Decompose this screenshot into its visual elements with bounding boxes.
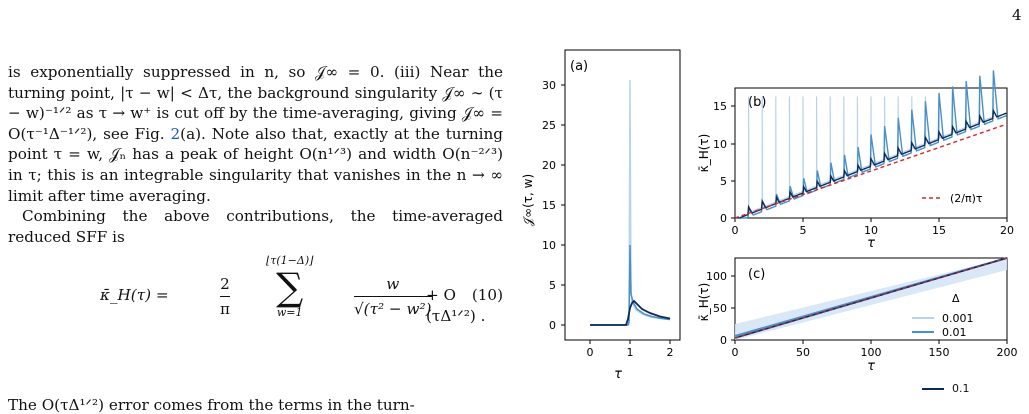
panel-b-legend: (2/π)τ xyxy=(922,192,983,205)
panel-a-ytick-30: 30 xyxy=(542,79,556,92)
panel-c-xtick-0: 0 xyxy=(732,346,739,359)
panel-c-legend-0001: 0.001 xyxy=(942,312,974,325)
prefactor-denominator: π xyxy=(220,300,230,319)
panel-c-xtick-150: 150 xyxy=(929,346,950,359)
panel-c-yticks: 0 50 100 xyxy=(706,270,735,347)
paragraph-2: Combining the above contributions, the t… xyxy=(8,207,503,246)
panel-c-legend-row-3: 0.1 xyxy=(922,382,970,395)
panel-b-ylabel: κ̄_H(τ) xyxy=(697,134,711,173)
panel-c-legend: Δ 0.001 0.01 xyxy=(912,292,974,339)
sum-symbol: ∑ xyxy=(276,265,304,310)
panel-c-legend-001: 0.01 xyxy=(942,326,967,339)
panel-c-xticks: 0 50 100 150 200 xyxy=(732,340,1018,359)
prefactor-fraction-bar xyxy=(220,296,230,298)
equation-error-term: + O (τΔ¹ᐟ²) . xyxy=(426,286,486,325)
sum-upper-limit: ⌊τ(1−Δ)⌋ xyxy=(266,254,314,268)
panel-a-ytick-10: 10 xyxy=(542,239,556,252)
panel-a-ytick-5: 5 xyxy=(549,279,556,292)
panel-a-frame xyxy=(564,49,681,341)
panel-b-curve-delta-001 xyxy=(739,70,1007,219)
panel-c-label: (c) xyxy=(748,267,765,282)
panel-c-xlabel: τ xyxy=(867,359,875,374)
figure-reference-link[interactable]: 2 xyxy=(170,124,181,143)
panel-a-ytick-20: 20 xyxy=(542,159,556,172)
panel-b-ytick-0: 0 xyxy=(720,212,727,225)
panel-b-yticks: 0 5 10 15 xyxy=(713,100,735,225)
panel-b-xtick-20: 20 xyxy=(1000,224,1014,237)
panel-a: (a) 0 5 10 15 20 25 30 0 1 2 τ 𝒥∞(τ, w) xyxy=(521,49,681,382)
legend-swatch-delta-01 xyxy=(922,388,944,390)
panel-b-xtick-5: 5 xyxy=(800,224,807,237)
panel-a-ytick-25: 25 xyxy=(542,119,556,132)
figure-svg: (a) 0 5 10 15 20 25 30 0 1 2 τ 𝒥∞(τ, w) … xyxy=(521,49,1018,382)
panel-c-legend-01: 0.1 xyxy=(952,382,970,395)
panel-a-yticks: 0 5 10 15 20 25 30 xyxy=(542,79,565,332)
panel-b: (b) 0 5 10 15 0 5 10 15 20 τ κ̄_H(τ) (2/… xyxy=(697,70,1014,251)
panel-c-ytick-50: 50 xyxy=(713,302,727,315)
sum-lower-limit: w=1 xyxy=(276,306,303,320)
summand-numerator: w xyxy=(386,275,400,294)
panel-c-ytick-0: 0 xyxy=(720,334,727,347)
panel-b-xlabel: τ xyxy=(867,236,875,251)
page-number: 4 xyxy=(1012,6,1022,24)
equation-prefactor: 2 π xyxy=(220,273,230,320)
body-text: is exponentially suppressed in n, so 𝒥∞ … xyxy=(8,62,503,351)
panel-a-ylabel: 𝒥∞(τ, w) xyxy=(521,174,535,226)
panel-c-xtick-50: 50 xyxy=(796,346,810,359)
paragraph-1-text: is exponentially suppressed in n, so 𝒥∞ … xyxy=(8,63,503,143)
panel-b-legend-label: (2/π)τ xyxy=(950,192,983,205)
prefactor-numerator: 2 xyxy=(220,275,230,294)
panel-a-curve-delta-01 xyxy=(590,299,671,326)
panel-c-ylabel: κ̄_H(τ) xyxy=(697,283,711,322)
summand-denominator: √(τ² − w²) xyxy=(354,300,432,319)
continuing-text-line: The O(τΔ¹ᐟ²) error comes from the terms … xyxy=(8,396,415,414)
panel-b-reference-line xyxy=(734,123,1008,219)
summation: ⌊τ(1−Δ)⌋ ∑ w=1 xyxy=(266,255,313,319)
summand-fraction-bar xyxy=(354,296,432,298)
panel-b-xtick-15: 15 xyxy=(932,224,946,237)
equation-10: κ̄_H(τ) = 2 π ⌊τ(1−Δ)⌋ ∑ w=1 w √(τ² − w²… xyxy=(8,251,503,351)
panel-a-xtick-0: 0 xyxy=(587,346,594,359)
panel-b-ytick-10: 10 xyxy=(713,138,727,151)
panel-c-xtick-200: 200 xyxy=(997,346,1018,359)
panel-c-reference-line xyxy=(734,257,1008,339)
panel-b-label: (b) xyxy=(748,95,766,110)
panel-c: (c) 0 50 100 0 50 100 150 200 τ κ̄_H(τ) … xyxy=(697,257,1018,374)
equation-number: (10) xyxy=(471,286,503,305)
panel-a-xticks: 0 1 2 xyxy=(587,340,674,359)
equation-lhs: κ̄_H(τ) = xyxy=(100,286,169,305)
panel-b-xticks: 0 5 10 15 20 xyxy=(732,218,1014,237)
panel-a-ytick-15: 15 xyxy=(542,199,556,212)
panel-b-xtick-10: 10 xyxy=(864,224,878,237)
summand: w √(τ² − w²) xyxy=(354,273,432,320)
panel-c-legend-title: Δ xyxy=(952,292,960,305)
panel-c-xtick-100: 100 xyxy=(861,346,882,359)
figure-2: (a) 0 5 10 15 20 25 30 0 1 2 τ 𝒥∞(τ, w) … xyxy=(520,40,1020,410)
panel-b-ytick-5: 5 xyxy=(720,175,727,188)
panel-a-xlabel: τ xyxy=(614,367,622,382)
panel-c-ytick-100: 100 xyxy=(706,270,727,283)
panel-a-xtick-2: 2 xyxy=(667,346,674,359)
panel-a-label: (a) xyxy=(570,59,588,74)
paragraph-1-end: (a). Note also that, exactly at the turn… xyxy=(8,124,503,205)
paragraph-1: is exponentially suppressed in n, so 𝒥∞ … xyxy=(8,62,503,206)
panel-a-ytick-0: 0 xyxy=(549,319,556,332)
panel-a-xtick-1: 1 xyxy=(627,346,634,359)
panel-b-ytick-15: 15 xyxy=(713,100,727,113)
panel-b-xtick-0: 0 xyxy=(732,224,739,237)
